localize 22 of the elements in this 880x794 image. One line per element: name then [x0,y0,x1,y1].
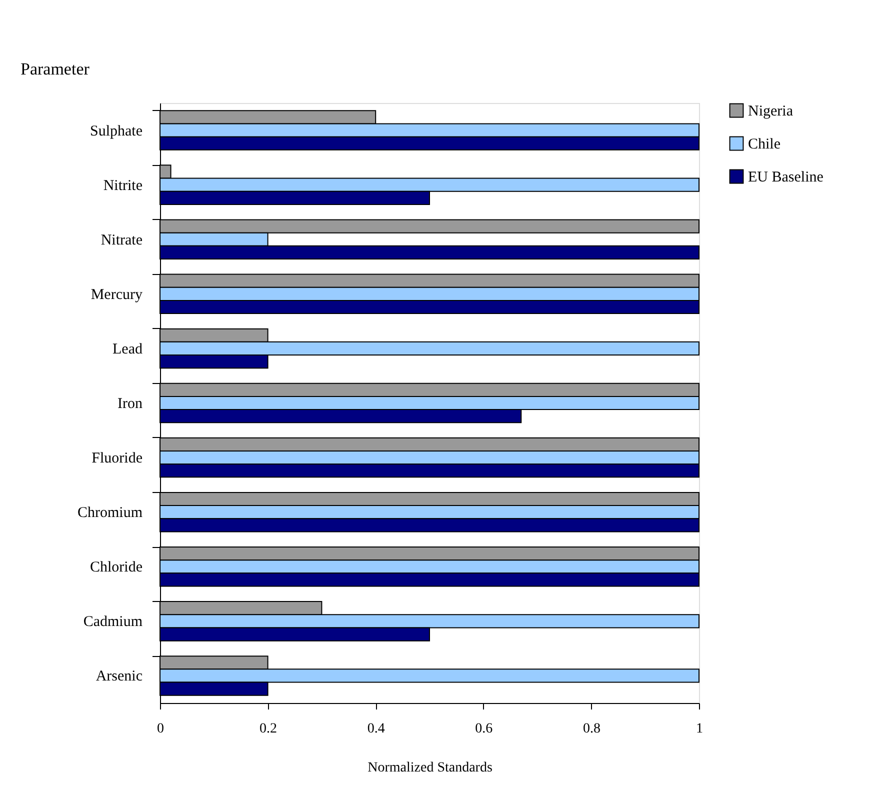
legend-label: Chile [748,136,781,152]
legend-label: EU Baseline [748,170,824,186]
y-tick-label: Nitrite [103,178,143,194]
x-tick-label: 0 [157,722,164,736]
y-tick-label: Iron [118,396,143,412]
y-tick-label: Chromium [77,505,143,522]
legend-label: Nigeria [748,104,794,120]
y-tick-label: Arsenic [96,668,143,685]
y-tick-label: Mercury [90,286,143,303]
x-tick-label: 0.2 [260,722,278,736]
x-tick-label: 0.4 [367,722,385,736]
x-tick-label: 0.6 [475,722,493,736]
x-axis-title: Normalized Standards [368,760,492,776]
y-tick-label: Fluoride [92,450,143,467]
x-tick-label: 1 [696,722,703,736]
y-tick-label: Cadmium [83,614,143,630]
y-tick-label: Lead [112,341,143,358]
y-axis-title: Parameter [20,60,90,78]
x-tick-label: 0.8 [582,722,600,736]
y-tick-label: Nitrate [100,232,143,248]
y-tick-label: Chloride [90,560,143,576]
y-tick-label: Sulphate [90,123,143,140]
